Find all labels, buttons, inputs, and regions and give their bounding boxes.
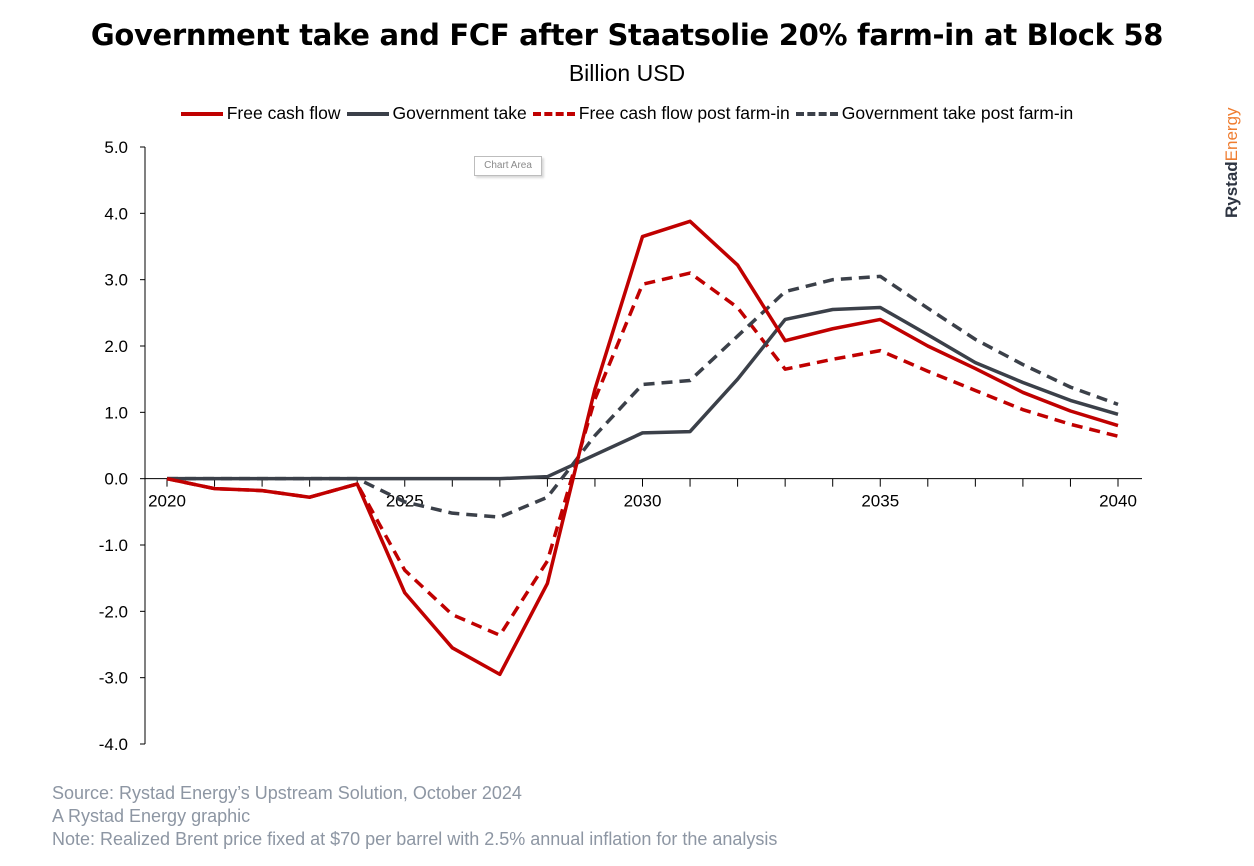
y-tick-label: -1.0 <box>99 536 128 555</box>
legend: Free cash flow Government take Free cash… <box>0 103 1254 124</box>
y-tick-label: 5.0 <box>104 138 128 157</box>
y-tick-label: -3.0 <box>99 669 128 688</box>
footer-graphic: A Rystad Energy graphic <box>52 806 251 826</box>
y-tick-label: 4.0 <box>104 204 128 223</box>
legend-item-government-take[interactable]: Government take <box>346 103 527 124</box>
series-line-free-cash-flow-post-farm-in <box>166 271 1119 637</box>
legend-swatch-government-take <box>346 111 389 116</box>
legend-item-fcf[interactable]: Free cash flow <box>180 103 341 124</box>
legend-label-government-take-post: Government take post farm-in <box>841 103 1074 123</box>
series-line-government-take <box>167 305 1119 481</box>
legend-swatch-fcf-post <box>532 111 575 116</box>
legend-label-government-take: Government take <box>392 103 527 123</box>
chart-area-tooltip: Chart Area <box>474 156 542 176</box>
series-line-government-take-post-farm-in <box>167 274 1119 519</box>
legend-label-fcf: Free cash flow <box>226 103 341 123</box>
legend-swatch-fcf <box>180 111 223 116</box>
chart-title: Government take and FCF after Staatsolie… <box>90 18 1164 52</box>
y-tick-label: 1.0 <box>104 403 128 422</box>
legend-item-government-take-post[interactable]: Government take post farm-in <box>795 103 1074 124</box>
legend-item-fcf-post[interactable]: Free cash flow post farm-in <box>532 103 790 124</box>
svg-text:RystadEnergy: RystadEnergy <box>1222 107 1241 218</box>
legend-swatch-government-take-post <box>795 111 838 116</box>
x-tick-label: 2030 <box>624 492 662 511</box>
y-tick-label: -2.0 <box>99 602 128 621</box>
y-tick-label: 0.0 <box>104 470 128 489</box>
legend-label-fcf-post: Free cash flow post farm-in <box>578 103 790 123</box>
y-tick-label: 3.0 <box>104 271 128 290</box>
chart-subtitle: Billion USD <box>568 60 686 86</box>
series-line-free-cash-flow <box>166 219 1119 677</box>
x-tick-label: 2035 <box>861 492 899 511</box>
x-tick-label: 2020 <box>148 492 186 511</box>
x-tick-label: 2040 <box>1099 492 1137 511</box>
brand-word-rystad: Rystad <box>1222 161 1241 218</box>
footer-source: Source: Rystad Energy’s Upstream Solutio… <box>52 783 522 803</box>
brand-word-energy: Energy <box>1222 107 1241 161</box>
y-tick-label: 2.0 <box>104 337 128 356</box>
rystad-energy-logo: RystadEnergy <box>1222 107 1241 218</box>
y-tick-label: -4.0 <box>99 735 128 754</box>
footer-note: Note: Realized Brent price fixed at $70 … <box>52 829 778 849</box>
